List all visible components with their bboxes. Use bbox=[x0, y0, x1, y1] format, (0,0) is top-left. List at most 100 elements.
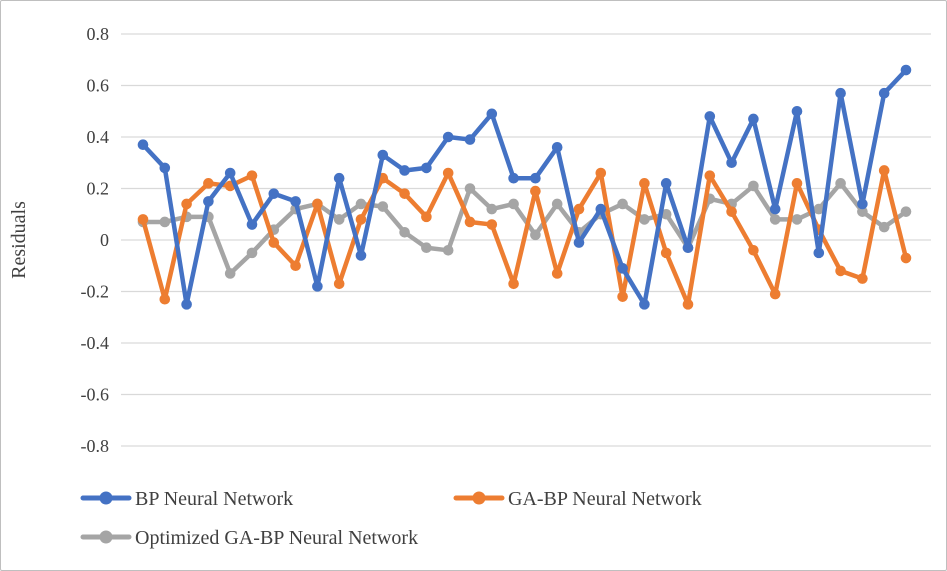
data-point-marker bbox=[900, 252, 912, 264]
data-point-marker bbox=[464, 216, 476, 228]
data-point-marker bbox=[900, 64, 912, 76]
data-point-marker bbox=[660, 178, 672, 189]
data-point-marker bbox=[835, 178, 846, 189]
data-point-marker bbox=[355, 198, 367, 210]
data-point-marker bbox=[399, 165, 410, 176]
data-point-marker bbox=[748, 245, 759, 256]
y-tick-label-0.8: 0.8 bbox=[87, 24, 110, 44]
data-point-marker bbox=[639, 214, 650, 225]
data-point-marker bbox=[486, 203, 498, 215]
data-point-marker bbox=[573, 203, 585, 215]
series-bp-neural-network bbox=[137, 64, 912, 310]
data-point-marker bbox=[508, 278, 519, 290]
y-tick-label-0.4: 0.4 bbox=[87, 127, 110, 147]
data-point-marker bbox=[639, 178, 650, 189]
data-point-marker bbox=[878, 221, 890, 233]
data-point-marker bbox=[617, 263, 628, 274]
data-point-marker bbox=[268, 237, 280, 248]
data-point-marker bbox=[399, 188, 410, 199]
data-point-marker bbox=[813, 203, 825, 215]
data-point-marker bbox=[333, 172, 345, 184]
data-point-marker bbox=[878, 87, 890, 99]
data-point-marker bbox=[486, 108, 498, 120]
legend-marker-icon bbox=[99, 491, 113, 505]
data-point-marker bbox=[857, 206, 868, 217]
data-point-marker bbox=[137, 214, 149, 225]
data-point-marker bbox=[530, 229, 541, 241]
data-point-marker bbox=[486, 219, 498, 230]
series-line-bp-neural-network bbox=[140, 67, 909, 307]
data-point-marker bbox=[181, 299, 192, 310]
data-point-marker bbox=[595, 203, 607, 215]
legend-label: BP Neural Network bbox=[135, 488, 293, 510]
data-point-marker bbox=[377, 201, 389, 212]
y-tick-label-0.6: 0.6 bbox=[87, 76, 110, 96]
data-point-marker bbox=[421, 211, 432, 223]
data-point-marker bbox=[355, 214, 367, 225]
data-point-marker bbox=[159, 162, 171, 174]
data-point-marker bbox=[857, 198, 868, 210]
y-tick-label--0.6: -0.6 bbox=[81, 385, 110, 405]
y-tick-label--0.4: -0.4 bbox=[81, 333, 110, 353]
data-point-marker bbox=[224, 268, 236, 279]
data-point-marker bbox=[159, 216, 171, 228]
y-tick-label-0: 0 bbox=[100, 230, 109, 250]
data-point-marker bbox=[617, 198, 628, 210]
data-point-marker bbox=[704, 170, 716, 181]
data-point-marker bbox=[464, 134, 476, 145]
data-point-marker bbox=[290, 260, 301, 272]
data-point-marker bbox=[312, 198, 323, 210]
data-point-marker bbox=[660, 247, 672, 259]
data-point-marker bbox=[769, 203, 781, 215]
y-tick-label-0.2: 0.2 bbox=[87, 179, 110, 199]
data-point-marker bbox=[878, 165, 890, 176]
series-line-ga-bp-neural-network bbox=[140, 168, 909, 307]
data-point-marker bbox=[246, 219, 258, 230]
data-point-marker bbox=[857, 273, 868, 284]
data-point-marker bbox=[900, 206, 912, 217]
legend-label: GA-BP Neural Network bbox=[508, 488, 702, 510]
data-point-marker bbox=[726, 206, 737, 217]
data-point-marker bbox=[704, 111, 716, 122]
legend-marker-icon bbox=[99, 530, 113, 544]
data-point-marker bbox=[791, 214, 803, 225]
data-point-marker bbox=[464, 183, 476, 194]
y-tick-label--0.8: -0.8 bbox=[81, 436, 110, 456]
data-point-marker bbox=[181, 198, 192, 210]
data-point-marker bbox=[595, 167, 607, 179]
data-point-marker bbox=[726, 157, 737, 169]
data-point-marker bbox=[551, 142, 563, 153]
data-point-marker bbox=[639, 299, 650, 310]
y-tick-label--0.2: -0.2 bbox=[81, 282, 110, 302]
data-point-marker bbox=[769, 214, 781, 225]
legend-item-ga-bp-neural-network: GA-BP Neural Network bbox=[453, 488, 702, 510]
legend-item-optimized-ga-bp-neural-network: Optimized GA-BP Neural Network bbox=[80, 527, 418, 549]
data-point-marker bbox=[312, 281, 323, 292]
legend-label: Optimized GA-BP Neural Network bbox=[135, 527, 418, 549]
data-point-marker bbox=[442, 167, 454, 179]
data-point-marker bbox=[660, 208, 672, 220]
data-point-marker bbox=[203, 196, 214, 207]
data-point-marker bbox=[399, 226, 410, 238]
data-point-marker bbox=[682, 299, 694, 310]
data-point-marker bbox=[530, 185, 541, 197]
data-point-marker bbox=[290, 196, 301, 207]
data-point-marker bbox=[530, 172, 541, 184]
data-point-marker bbox=[617, 291, 628, 302]
data-point-marker bbox=[224, 167, 236, 179]
legend-marker-icon bbox=[472, 491, 486, 505]
legend-item-bp-neural-network: BP Neural Network bbox=[80, 488, 293, 510]
data-point-marker bbox=[377, 149, 389, 161]
legend: BP Neural Network GA-BP Neural Network Opt… bbox=[80, 488, 702, 549]
data-point-marker bbox=[551, 268, 563, 279]
y-axis-tick-labels: 0.8 0.6 0.4 0.2 0 -0.2 -0.4 -0.6 -0.8 bbox=[81, 24, 110, 456]
plot-series bbox=[137, 64, 912, 310]
data-point-marker bbox=[421, 162, 432, 174]
data-point-marker bbox=[813, 247, 825, 259]
data-point-marker bbox=[748, 113, 759, 125]
data-point-marker bbox=[748, 180, 759, 192]
data-point-marker bbox=[442, 131, 454, 143]
data-point-marker bbox=[268, 188, 280, 199]
